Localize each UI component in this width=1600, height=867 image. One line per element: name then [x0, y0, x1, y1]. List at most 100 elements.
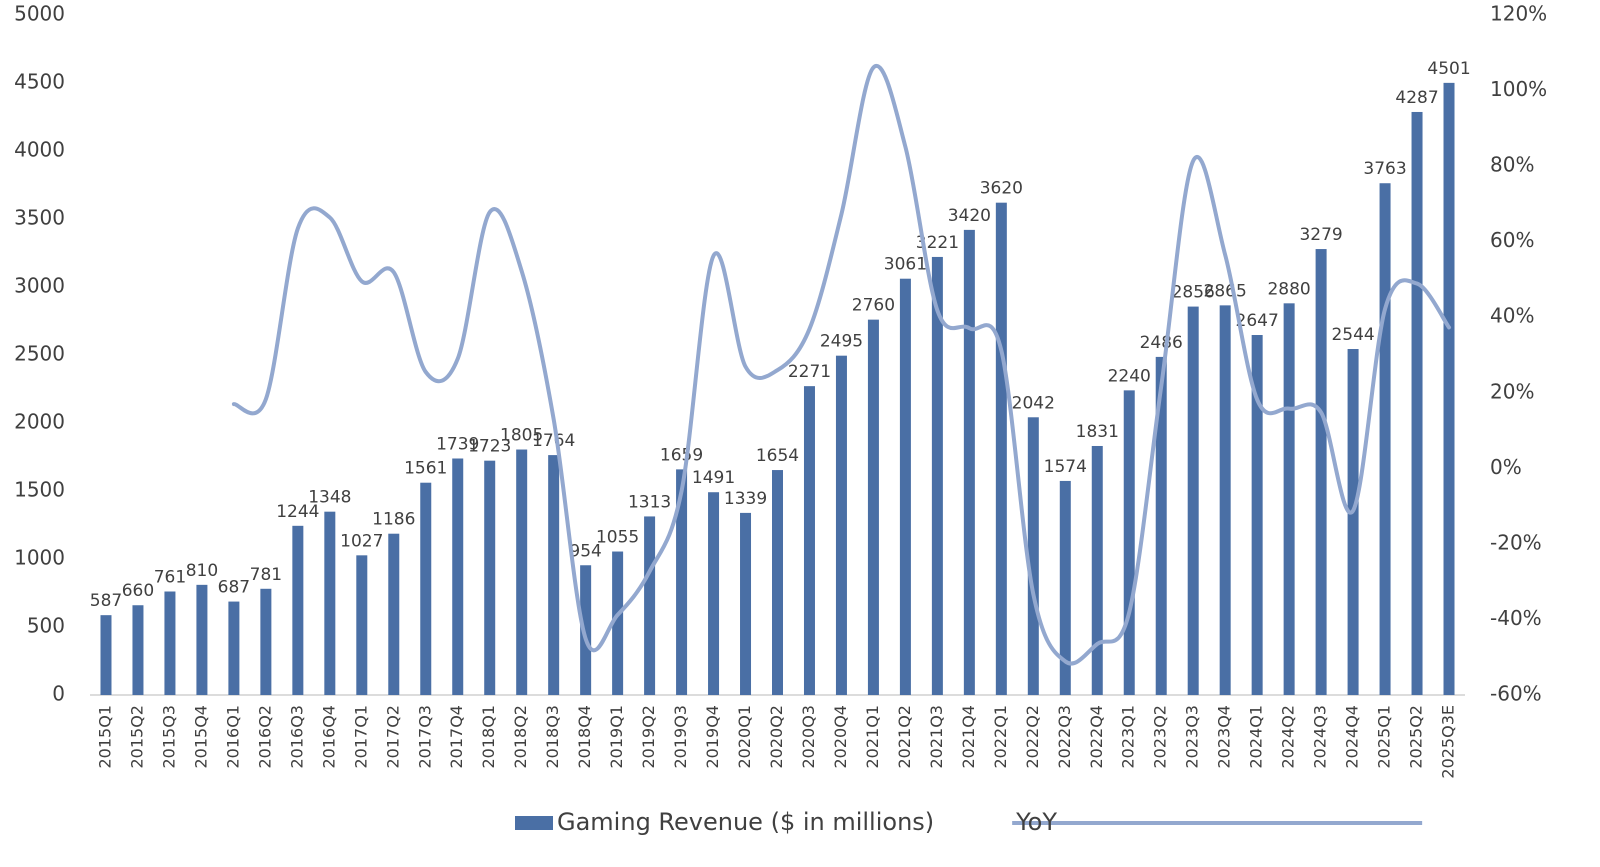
bar — [772, 470, 783, 695]
y2-tick-label: 120% — [1490, 2, 1547, 26]
bar — [1187, 306, 1199, 695]
x-tick-label: 2021Q3 — [927, 705, 946, 769]
bar — [676, 469, 688, 695]
x-tick-label: 2018Q2 — [511, 705, 530, 769]
legend-label: YoY — [1015, 808, 1057, 836]
bar — [1443, 82, 1455, 695]
bar — [1123, 390, 1135, 695]
legend-label: Gaming Revenue ($ in millions) — [557, 808, 934, 836]
bar — [1251, 335, 1263, 695]
y2-tick-label: 0% — [1490, 455, 1522, 479]
x-tick-label: 2020Q3 — [799, 705, 818, 769]
bar — [803, 386, 815, 695]
x-tick-label: 2017Q2 — [383, 705, 402, 769]
value-label: 2495 — [820, 332, 863, 352]
value-label: 587 — [90, 591, 122, 611]
value-label: 1244 — [276, 502, 319, 522]
bar — [292, 525, 304, 695]
value-label: 687 — [218, 578, 250, 598]
bar — [995, 202, 1007, 695]
value-label: 660 — [122, 581, 154, 601]
value-label: 1659 — [660, 445, 703, 465]
x-tick-label: 2015Q1 — [95, 705, 114, 769]
bar — [196, 584, 208, 695]
value-label: 1186 — [372, 510, 415, 530]
value-label: 1654 — [756, 446, 799, 466]
y2-tick-label: 40% — [1490, 304, 1534, 328]
y-tick-label: 2000 — [14, 410, 65, 434]
bar — [1283, 303, 1295, 695]
y-tick-label: 3000 — [14, 274, 65, 298]
bar — [484, 460, 496, 695]
bar — [356, 555, 368, 695]
bar — [1315, 249, 1327, 695]
y-tick-label: 3500 — [14, 206, 65, 230]
bar — [1379, 183, 1391, 695]
bar — [164, 591, 176, 695]
x-tick-label: 2019Q3 — [671, 705, 690, 769]
y-tick-label: 1500 — [14, 478, 65, 502]
x-tick-label: 2022Q4 — [1087, 705, 1106, 769]
y2-tick-label: 80% — [1490, 153, 1534, 177]
value-label: 1491 — [692, 468, 735, 488]
x-tick-label: 2024Q3 — [1311, 705, 1330, 769]
bar — [1155, 356, 1167, 695]
x-tick-label: 2020Q2 — [767, 705, 786, 769]
legend-swatch — [515, 816, 553, 830]
x-tick-label: 2016Q4 — [319, 705, 338, 769]
value-label: 2856 — [1172, 283, 1215, 303]
y-tick-label: 4500 — [14, 70, 65, 94]
x-tick-label: 2022Q3 — [1055, 705, 1074, 769]
value-label: 1764 — [532, 431, 575, 451]
bar — [708, 492, 720, 695]
value-label: 2880 — [1267, 279, 1310, 299]
bar — [132, 605, 144, 695]
x-tick-label: 2021Q2 — [895, 705, 914, 769]
value-label: 2544 — [1331, 325, 1374, 345]
bar — [740, 512, 752, 695]
value-label: 954 — [569, 541, 601, 561]
x-tick-label: 2023Q2 — [1151, 705, 1170, 769]
x-tick-label: 2017Q4 — [447, 705, 466, 769]
value-label: 1348 — [308, 488, 351, 508]
value-label: 2240 — [1108, 366, 1151, 386]
x-tick-label: 2021Q4 — [959, 705, 978, 769]
y-tick-label: 500 — [27, 614, 65, 638]
value-label: 1805 — [500, 426, 543, 446]
x-tick-label: 2015Q4 — [191, 705, 210, 769]
value-label: 1574 — [1044, 457, 1087, 477]
value-label: 1339 — [724, 489, 767, 509]
value-label: 2647 — [1236, 311, 1279, 331]
value-label: 2760 — [852, 296, 895, 316]
value-label: 3061 — [884, 255, 927, 275]
bar — [420, 482, 432, 695]
y2-tick-label: -40% — [1490, 606, 1542, 630]
bar — [1027, 417, 1039, 695]
x-tick-label: 2019Q1 — [607, 705, 626, 769]
x-tick-label: 2018Q3 — [543, 705, 562, 769]
bar — [516, 449, 528, 695]
bar — [228, 601, 240, 695]
x-tick-label: 2019Q2 — [639, 705, 658, 769]
bar — [388, 533, 400, 695]
x-tick-label: 2024Q1 — [1247, 705, 1266, 769]
x-tick-label: 2025Q3E — [1439, 705, 1458, 779]
value-label: 3620 — [980, 179, 1023, 199]
value-label: 810 — [186, 561, 218, 581]
line — [231, 63, 1452, 666]
x-tick-label: 2024Q4 — [1343, 705, 1362, 769]
x-tick-label: 2025Q2 — [1407, 705, 1426, 769]
value-label: 2042 — [1012, 393, 1055, 413]
value-label: 1313 — [628, 492, 671, 512]
value-label: 4287 — [1395, 88, 1438, 108]
x-tick-label: 2015Q2 — [127, 705, 146, 769]
y2-tick-label: -60% — [1490, 682, 1542, 706]
bar — [867, 319, 879, 695]
y-tick-label: 4000 — [14, 138, 65, 162]
y2-tick-label: -20% — [1490, 530, 1542, 554]
value-label: 2865 — [1204, 281, 1247, 301]
value-label: 3420 — [948, 206, 991, 226]
value-label: 1739 — [436, 434, 479, 454]
y-tick-label: 5000 — [14, 2, 65, 26]
x-tick-label: 2017Q1 — [351, 705, 370, 769]
